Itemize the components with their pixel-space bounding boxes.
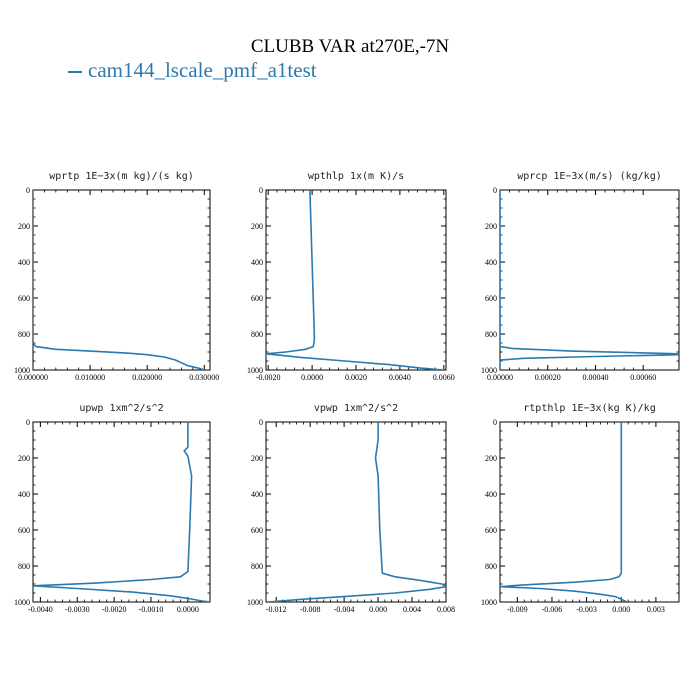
legend: cam144_lscale_pmf_a1test	[68, 58, 317, 83]
y-tick-label: 800	[485, 330, 497, 339]
x-tick-label: -0.0010	[139, 605, 164, 614]
x-tick-label: 0.030000	[189, 373, 219, 382]
x-tick-label: 0.004	[403, 605, 421, 614]
x-tick-label: 0.000	[612, 605, 630, 614]
series-line	[266, 190, 444, 370]
x-tick-label: -0.0020	[102, 605, 127, 614]
x-tick-label: 0.00060	[630, 373, 656, 382]
y-tick-label: 600	[485, 526, 497, 535]
y-tick-label: 400	[18, 258, 30, 267]
plot-frame	[265, 189, 447, 371]
y-tick-label: 0	[259, 186, 263, 195]
legend-label: cam144_lscale_pmf_a1test	[88, 58, 317, 82]
subplot-title: wpthlp 1x(m K)/s	[308, 171, 404, 182]
subplot-6: rtpthlp 1E−3x(kg K)/kg 0 200 400 600 800 1000 -…	[481, 403, 680, 614]
y-tick-label: 800	[18, 562, 30, 571]
series-line	[500, 422, 628, 602]
y-tick-label: 400	[18, 490, 30, 499]
y-tick-label: 600	[18, 294, 30, 303]
subplot-4: upwp 1xm^2/s^2 0 200 400 600 800 1000-0.0040 -0…	[14, 403, 211, 614]
y-tick-label: 200	[485, 454, 497, 463]
y-tick-label: 800	[251, 330, 263, 339]
x-tick-label: 0.0040	[389, 373, 411, 382]
subplot-5: vpwp 1xm^2/s^2 0 200 400 600 800 1000-0.012 -0.…	[247, 403, 455, 614]
plot-frame	[32, 189, 211, 371]
x-tick-label: -0.012	[266, 605, 287, 614]
subplot-title: rtpthlp 1E−3x(kg K)/kg	[523, 403, 655, 414]
y-tick-label: 1000	[481, 598, 497, 607]
y-tick-label: 1000	[14, 366, 30, 375]
y-tick-label: 1000	[481, 366, 497, 375]
y-tick-label: 400	[485, 258, 497, 267]
series-line	[500, 190, 679, 370]
y-tick-label: 0	[259, 418, 263, 427]
x-tick-label: 0.00000	[487, 373, 513, 382]
y-tick-label: 200	[18, 454, 30, 463]
series-line	[33, 190, 205, 370]
y-tick-label: 1000	[247, 598, 263, 607]
y-tick-label: 200	[251, 222, 263, 231]
subplot-2: wpthlp 1x(m K)/s 0 200 400 600 800 1000-0.0020…	[247, 171, 455, 382]
legend-line-marker	[68, 71, 82, 74]
x-tick-label: 0.000000	[18, 373, 48, 382]
x-tick-label: 0.0000	[177, 605, 199, 614]
x-tick-label: -0.009	[507, 605, 528, 614]
y-tick-label: 0	[493, 186, 497, 195]
subplot-title: wprcp 1E−3x(m/s) (kg/kg)	[517, 171, 662, 182]
x-tick-label: 0.0000	[301, 373, 323, 382]
y-tick-label: 600	[485, 294, 497, 303]
x-tick-label: -0.0040	[28, 605, 53, 614]
subplot-3: wprcp 1E−3x(m/s) (kg/kg) 0 200 400 600 800 100…	[481, 171, 680, 382]
series-line	[267, 422, 446, 602]
y-tick-label: 200	[18, 222, 30, 231]
subplot-title: vpwp 1xm^2/s^2	[314, 403, 398, 414]
y-tick-label: 400	[485, 490, 497, 499]
y-tick-label: 0	[26, 418, 30, 427]
x-tick-label: -0.004	[334, 605, 355, 614]
x-tick-label: -0.003	[576, 605, 597, 614]
subplot-1: wprtp 1E−3x(m kg)/(s kg) 0 200 400 600 800 100…	[14, 171, 219, 382]
x-tick-label: 0.008	[437, 605, 455, 614]
plot-frame	[499, 421, 680, 603]
y-tick-label: 400	[251, 258, 263, 267]
x-tick-label: -0.006	[542, 605, 563, 614]
x-tick-label: -0.0030	[65, 605, 90, 614]
x-tick-label: 0.0060	[433, 373, 455, 382]
y-tick-label: 200	[251, 454, 263, 463]
y-tick-label: 800	[251, 562, 263, 571]
y-tick-label: 1000	[14, 598, 30, 607]
plot-frame	[265, 421, 447, 603]
x-tick-label: 0.00020	[535, 373, 561, 382]
figure-title: CLUBB VAR at270E,-7N	[250, 36, 450, 57]
x-tick-label: 0.00040	[582, 373, 608, 382]
x-tick-label: 0.003	[647, 605, 665, 614]
y-tick-label: 800	[485, 562, 497, 571]
x-tick-label: 0.010000	[75, 373, 105, 382]
x-tick-label: 0.020000	[132, 373, 162, 382]
subplot-title: upwp 1xm^2/s^2	[79, 403, 163, 414]
y-tick-label: 1000	[247, 366, 263, 375]
subplot-title: wprtp 1E−3x(m kg)/(s kg)	[49, 171, 194, 182]
y-tick-label: 200	[485, 222, 497, 231]
y-tick-label: 0	[26, 186, 30, 195]
y-tick-label: 600	[18, 526, 30, 535]
y-tick-label: 600	[251, 294, 263, 303]
x-tick-label: -0.0020	[256, 373, 281, 382]
series-line	[33, 422, 210, 602]
y-tick-label: 0	[493, 418, 497, 427]
x-tick-label: 0.0020	[345, 373, 367, 382]
x-tick-label: -0.008	[300, 605, 321, 614]
x-tick-label: 0.000	[369, 605, 387, 614]
plot-frame	[499, 189, 680, 371]
y-tick-label: 800	[18, 330, 30, 339]
y-tick-label: 400	[251, 490, 263, 499]
y-tick-label: 600	[251, 526, 263, 535]
